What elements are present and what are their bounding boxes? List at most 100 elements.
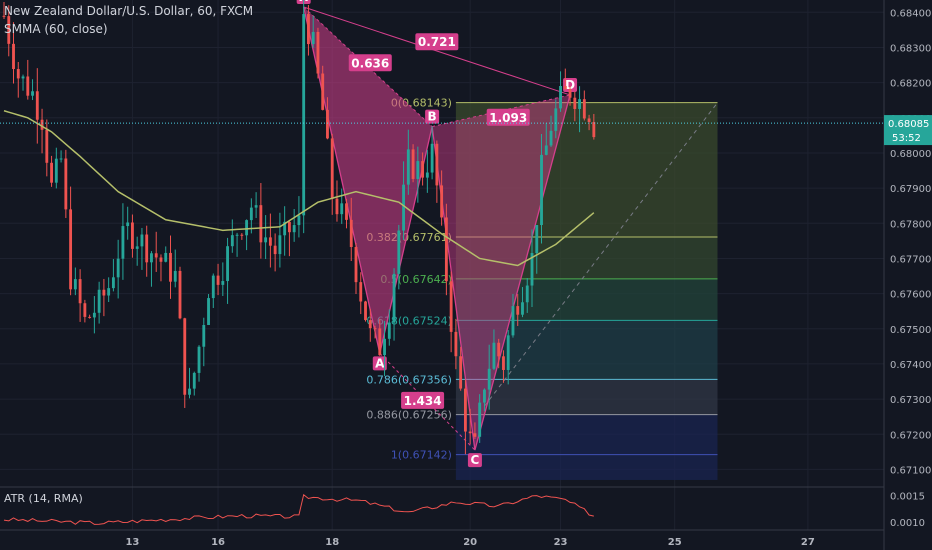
candle-body — [59, 158, 63, 160]
candle-body — [297, 215, 301, 226]
smma-line — [3, 110, 595, 267]
candle-body — [45, 129, 49, 163]
ratio-badge — [348, 54, 392, 72]
candle-body — [54, 158, 58, 183]
candle-body — [259, 205, 263, 243]
candle-body — [135, 246, 139, 249]
candle-body — [12, 43, 15, 70]
atr-legend[interactable]: ATR (14, RMA) — [4, 492, 83, 505]
time-axis[interactable]: 13 16 18 20 23 25 27 — [125, 537, 814, 548]
candle-body — [150, 253, 153, 263]
candle-body — [444, 217, 448, 282]
candle-body — [392, 273, 396, 323]
candle-body — [540, 154, 543, 226]
candle-body — [197, 346, 201, 373]
candle-body — [430, 143, 434, 173]
candle-body — [178, 270, 182, 319]
candle-body — [340, 203, 344, 215]
candle-body — [307, 14, 310, 45]
candle-body — [506, 335, 510, 370]
candle-body — [254, 205, 258, 208]
atr-pane — [3, 493, 594, 525]
candle-body — [7, 16, 11, 44]
candle-body — [345, 203, 348, 220]
time-tick-label: 23 — [554, 537, 568, 548]
pattern-diagonal — [303, 6, 433, 127]
pattern-point-label: B — [428, 110, 437, 124]
candle-body — [525, 285, 529, 303]
candle-body — [126, 222, 130, 227]
candle-body — [73, 279, 77, 290]
fib-level-label: 1(0.67142) — [391, 449, 452, 462]
time-tick-label: 27 — [801, 537, 815, 548]
candle-body — [107, 288, 111, 296]
price-tag-countdown: 53:52 — [892, 133, 921, 144]
candle-body — [221, 281, 225, 285]
candle-body — [563, 86, 567, 90]
pattern-point-marker — [372, 356, 387, 371]
candle-body — [549, 130, 553, 146]
symbol-title[interactable]: New Zealand Dollar/U.S. Dollar, 60, FXCM — [4, 4, 254, 18]
fib-retracement[interactable]: 0(0.68143)0.382(0.67761)0.5(0.67642)0.61… — [366, 97, 718, 480]
candle-body — [169, 252, 172, 282]
ratio-badge — [401, 391, 445, 409]
time-tick-label: 18 — [325, 537, 339, 548]
candle-body — [97, 289, 101, 313]
candle-body — [111, 277, 115, 289]
ratio-label: 1.434 — [404, 394, 442, 408]
candle-body — [159, 257, 163, 262]
ratio-label: 0.721 — [418, 35, 456, 49]
atr-tick-label: 0.0015 — [890, 492, 925, 503]
pattern-point-marker — [425, 109, 440, 124]
candle-body — [578, 99, 581, 109]
price-tick-label: 0.67800 — [890, 219, 931, 230]
price-tick-label: 0.68200 — [890, 79, 931, 90]
candle-body — [273, 245, 277, 255]
candle-body — [502, 356, 505, 370]
candle-body — [40, 119, 44, 130]
candle-body — [483, 389, 486, 403]
candle-body — [335, 198, 339, 215]
candle-body — [425, 172, 429, 178]
fib-level-label: 0.786(0.67356) — [366, 373, 452, 386]
price-axis[interactable]: 0.67100 0.67200 0.67300 0.67400 0.67500 0.676… — [890, 8, 931, 529]
candle-body — [102, 289, 106, 296]
candle-body — [402, 184, 405, 231]
price-tick-label: 0.67500 — [890, 325, 931, 336]
candle-body — [411, 149, 415, 179]
pattern-point-marker — [467, 453, 482, 468]
candle-body — [511, 306, 515, 336]
candle-body — [2, 15, 6, 17]
candle-body — [321, 73, 325, 110]
fib-zone — [455, 379, 718, 415]
candle-body — [154, 253, 158, 258]
candle-body — [50, 162, 53, 183]
candle-body — [88, 316, 92, 318]
candle-body — [368, 320, 372, 329]
candle-body — [473, 433, 477, 437]
candle-body — [230, 235, 234, 247]
fib-zone — [455, 454, 718, 480]
price-tick-label: 0.67400 — [890, 360, 931, 371]
candle-body — [183, 318, 187, 395]
candle-body — [278, 235, 282, 255]
pattern-diagonal — [303, 6, 571, 96]
price-tick-label: 0.67700 — [890, 254, 931, 265]
fib-zone — [455, 278, 718, 321]
candle-body — [69, 209, 73, 290]
smma-path — [3, 110, 595, 267]
candle-body — [145, 234, 149, 263]
smma-legend[interactable]: SMMA (60, close) — [4, 22, 108, 36]
candle-body — [373, 328, 377, 330]
candle-body — [31, 91, 34, 96]
atr-line — [3, 493, 594, 525]
candle-body — [516, 306, 520, 315]
price-tick-label: 0.67200 — [890, 430, 931, 441]
candle-body — [235, 234, 239, 236]
price-tag-value: 0.68085 — [888, 119, 929, 130]
candle-body — [463, 388, 467, 432]
candle-body — [435, 143, 439, 186]
candle-body — [207, 298, 210, 325]
